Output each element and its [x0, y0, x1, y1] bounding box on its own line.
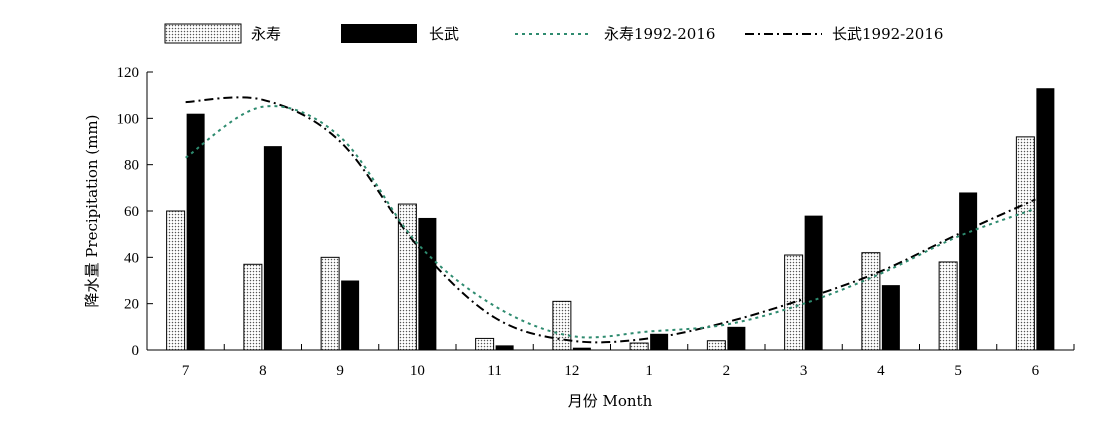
bar-yongshou: [938, 261, 958, 351]
bar-yongshou: [166, 210, 186, 351]
y-ticks: 0 20 40 60 80 100 120: [117, 65, 153, 359]
legend-swatch-changwu: [341, 24, 417, 43]
legend-label-yongshou: 永寿: [251, 25, 281, 43]
line-changwu-1992-2016: [185, 96, 1036, 344]
bar-changwu: [418, 217, 437, 350]
y-tick-label: 60: [124, 204, 139, 220]
bars: [166, 88, 1055, 351]
bar-changwu: [572, 347, 591, 350]
y-tick-label: 80: [124, 158, 139, 174]
y-tick-label: 120: [117, 65, 140, 81]
bar-changwu: [1036, 88, 1055, 350]
bar-changwu: [727, 326, 746, 350]
bar-yongshou: [1015, 136, 1035, 351]
x-tick-label: 5: [954, 363, 962, 379]
bar-changwu: [186, 113, 205, 350]
bar-changwu: [263, 146, 282, 350]
bar-yongshou: [552, 300, 572, 351]
x-tick-label: 4: [877, 363, 885, 379]
legend-label-yongshou-1992-2016: 永寿1992-2016: [604, 25, 715, 43]
bar-changwu: [341, 280, 360, 350]
bar-changwu: [804, 215, 823, 350]
x-tick-label: 8: [259, 363, 267, 379]
bar-changwu: [650, 333, 669, 350]
x-tick-label: 9: [336, 363, 344, 379]
bar-changwu: [959, 192, 978, 350]
y-axis-title: 降水量 Precipitation (mm): [83, 115, 101, 308]
y-tick-label: 0: [132, 343, 140, 359]
x-tick-label: 11: [487, 363, 501, 379]
trend-lines: [185, 96, 1036, 344]
legend: 永寿 长武 永寿1992-2016 长武1992-2016: [164, 23, 943, 44]
x-ticks: 7 8 9 10 11 12 1 2 3 4 5 6: [146, 344, 1075, 379]
y-tick-label: 40: [124, 250, 139, 266]
line-yongshou-1992-2016: [185, 105, 1036, 339]
bar-changwu: [881, 285, 900, 350]
bar-yongshou: [706, 340, 726, 351]
x-tick-label: 2: [723, 363, 731, 379]
bar-yongshou: [320, 256, 340, 351]
bar-yongshou: [861, 252, 881, 351]
y-tick-label: 20: [124, 297, 139, 313]
y-tick-label: 100: [117, 111, 140, 127]
x-tick-label: 6: [1032, 363, 1040, 379]
x-tick-label: 3: [800, 363, 808, 379]
bar-changwu: [495, 345, 514, 350]
x-tick-label: 1: [645, 363, 653, 379]
legend-label-changwu-1992-2016: 长武1992-2016: [832, 25, 943, 43]
x-axis-title: 月份 Month: [568, 392, 653, 410]
bar-yongshou: [243, 263, 263, 351]
bar-yongshou: [475, 337, 495, 351]
legend-label-changwu: 长武: [429, 25, 459, 43]
x-tick-label: 7: [182, 363, 190, 379]
bar-yongshou: [629, 342, 649, 351]
legend-swatch-yongshou: [164, 23, 242, 44]
x-tick-label: 12: [564, 363, 579, 379]
x-tick-label: 10: [410, 363, 425, 379]
